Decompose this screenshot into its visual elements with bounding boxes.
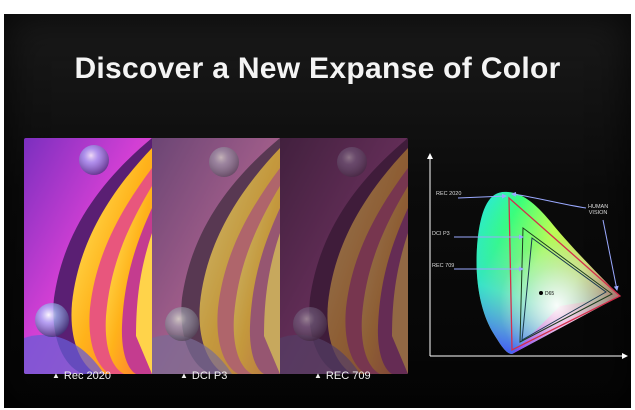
triangle-up-icon: ▲ — [52, 371, 60, 380]
chromaticity-chart — [427, 153, 628, 359]
triangle-up-icon: ▲ — [314, 371, 322, 380]
rec2020-arrow — [457, 193, 507, 199]
comparison-panels — [24, 138, 408, 374]
caption-dcip3-text: DCI P3 — [191, 370, 228, 382]
caption-rec709: ▲ REC 709 — [314, 370, 371, 382]
dcip3-triangle — [519, 227, 613, 343]
label-dcip3: DCI P3 — [432, 231, 450, 237]
panel-rec709-image — [280, 138, 408, 374]
abstract-petal-image — [152, 138, 280, 374]
panel-rec2020-image — [24, 138, 152, 374]
label-rec709: REC 709 — [432, 263, 455, 269]
label-rec2020: REC 2020 — [436, 191, 462, 197]
panel-dcip3-image — [152, 138, 280, 374]
rec709-triangle — [521, 237, 607, 341]
banner: Discover a New Expanse of Color — [4, 14, 631, 408]
human-vision-arrow-right — [602, 219, 619, 291]
rec2020-triangle — [508, 196, 622, 352]
caption-rec2020: ▲ Rec 2020 — [52, 370, 111, 382]
page-title: Discover a New Expanse of Color — [74, 52, 561, 85]
abstract-petal-image — [24, 138, 152, 374]
caption-rec2020-text: Rec 2020 — [63, 370, 112, 382]
d65-point — [539, 291, 543, 295]
label-d65: D65 — [545, 291, 555, 297]
triangle-up-icon: ▲ — [180, 371, 188, 380]
abstract-petal-image — [280, 138, 408, 374]
caption-rec709-text: REC 709 — [325, 370, 371, 382]
caption-dcip3: ▲ DCI P3 — [180, 370, 227, 382]
human-vision-arrow-left — [511, 191, 587, 209]
color-gamut-diagram: REC 2020 DCI P3 REC 709 HUMAN VISION D65 — [420, 146, 630, 360]
label-human-vision: HUMAN VISION — [588, 204, 609, 216]
